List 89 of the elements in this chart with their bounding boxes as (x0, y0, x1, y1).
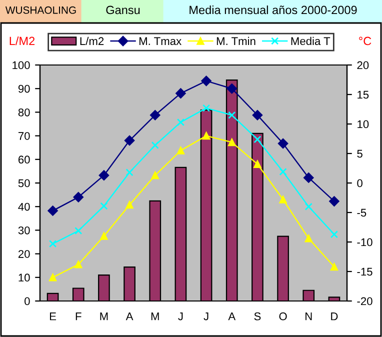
y2-tick-label: -10 (357, 238, 372, 246)
point (176, 88, 186, 98)
y2-tick-label: 20 (357, 61, 369, 70)
bar (149, 200, 162, 301)
point (98, 170, 110, 180)
point (278, 138, 288, 149)
point (100, 202, 108, 210)
legend-label: Media T (291, 36, 330, 46)
point (329, 196, 340, 206)
bar (302, 290, 315, 301)
point (330, 230, 338, 238)
point (228, 111, 236, 119)
y-tick-label: 100 (12, 61, 30, 70)
legend-label: L/m2 (80, 36, 104, 46)
point (254, 136, 262, 144)
point (48, 240, 57, 248)
point (228, 138, 236, 146)
y-tick-label: 10 (18, 274, 30, 282)
x-tick-label: O (279, 312, 287, 320)
point (124, 135, 135, 146)
bar (98, 274, 110, 301)
point (279, 196, 287, 204)
bar (124, 266, 136, 301)
bar (252, 132, 264, 301)
x-tick-label: J (178, 312, 183, 320)
x-tick-label: N (306, 312, 312, 320)
y2-tick-label: 0 (357, 179, 362, 188)
text: Media mensual años 2000-2009 (190, 6, 357, 14)
y-tick-label: 50 (18, 179, 30, 188)
point (176, 146, 185, 154)
y2-tick-label: 5 (357, 150, 362, 158)
y-tick-label: 30 (18, 226, 30, 234)
point (48, 274, 57, 282)
y-tick-label: 70 (18, 132, 30, 140)
point (176, 118, 185, 126)
point (226, 83, 237, 94)
point (254, 160, 262, 168)
y-tick-label: 20 (18, 250, 30, 258)
x-tick-label: A (126, 312, 134, 320)
point (74, 226, 82, 235)
bar (226, 80, 238, 301)
x-tick-label: M (100, 312, 108, 320)
point (202, 132, 210, 140)
y2-tick-label: 10 (358, 120, 369, 128)
bar (72, 288, 84, 301)
y-tick-label: 60 (18, 156, 30, 164)
y2-axis-title: °C (359, 36, 372, 46)
point (252, 110, 263, 120)
point (74, 260, 82, 268)
y-tick-label: 90 (18, 84, 30, 93)
y-tick-label: 0 (24, 297, 30, 306)
point (150, 110, 160, 120)
legend-label: M. Tmin (216, 36, 256, 45)
point (151, 172, 159, 180)
bar (200, 110, 212, 301)
y-axis-title: L/M2 (10, 36, 35, 46)
x-tick-label: J (204, 312, 208, 320)
bar (328, 296, 340, 301)
point (202, 104, 210, 112)
chart-title: WUSHAOLING (5, 6, 76, 14)
point (304, 202, 312, 210)
y2-tick-label: -20 (357, 297, 372, 306)
point (279, 168, 287, 176)
point (73, 192, 84, 202)
x-tick-label: D (331, 312, 338, 320)
x-tick-label: A (228, 312, 236, 320)
bar (46, 292, 59, 301)
bar (174, 166, 187, 301)
legend-label: M. Tmax (139, 37, 182, 46)
bar (277, 236, 289, 301)
point (126, 201, 134, 209)
point (304, 234, 312, 242)
point (151, 141, 159, 150)
y-tick-label: 80 (18, 108, 30, 116)
y2-tick-label: -5 (357, 208, 366, 217)
x-tick-label: S (254, 312, 261, 320)
chart-subtitle: Gansu (106, 6, 140, 14)
point (126, 168, 134, 176)
y2-tick-label: -15 (357, 268, 372, 276)
x-tick-label: E (50, 312, 56, 320)
point (48, 206, 58, 216)
y-tick-label: 40 (18, 202, 30, 211)
point (330, 262, 338, 271)
point (100, 232, 108, 240)
x-tick-label: M (151, 312, 159, 320)
y2-tick-label: 15 (358, 90, 369, 99)
point (201, 76, 212, 86)
x-tick-label: F (76, 312, 82, 320)
point (304, 172, 314, 183)
